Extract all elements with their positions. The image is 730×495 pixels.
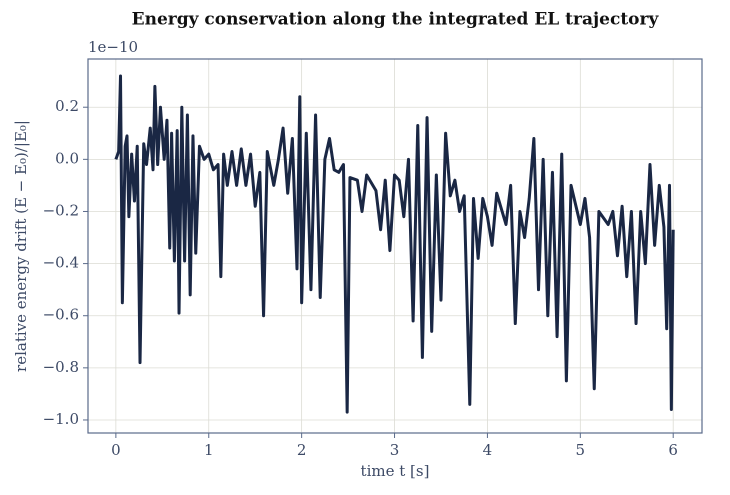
y-tick-label: −1.0 <box>43 410 79 428</box>
x-tick-label: 3 <box>390 441 400 459</box>
y-tick-label: −0.6 <box>43 306 79 324</box>
y-tick-label: −0.8 <box>43 358 79 376</box>
data-line <box>114 74 675 414</box>
y-tick-label: 0.0 <box>55 149 79 167</box>
x-axis-label: time t [s] <box>361 462 430 480</box>
x-tick-label: 4 <box>483 441 493 459</box>
y-tick-label: 0.2 <box>55 97 79 115</box>
plot <box>114 74 675 414</box>
x-tick-label: 1 <box>204 441 214 459</box>
y-offset-text: 1e−10 <box>88 38 138 56</box>
x-tick-label: 2 <box>297 441 307 459</box>
chart-title: Energy conservation along the integrated… <box>132 10 660 30</box>
x-tick-label: 0 <box>111 441 121 459</box>
y-tick-label: −0.4 <box>43 254 79 272</box>
y-axis-label: relative energy drift (E − E₀)/|E₀| <box>12 120 30 372</box>
x-tick-label: 6 <box>668 441 678 459</box>
x-tick-label: 5 <box>576 441 586 459</box>
y-tick-label: −0.2 <box>43 201 79 219</box>
